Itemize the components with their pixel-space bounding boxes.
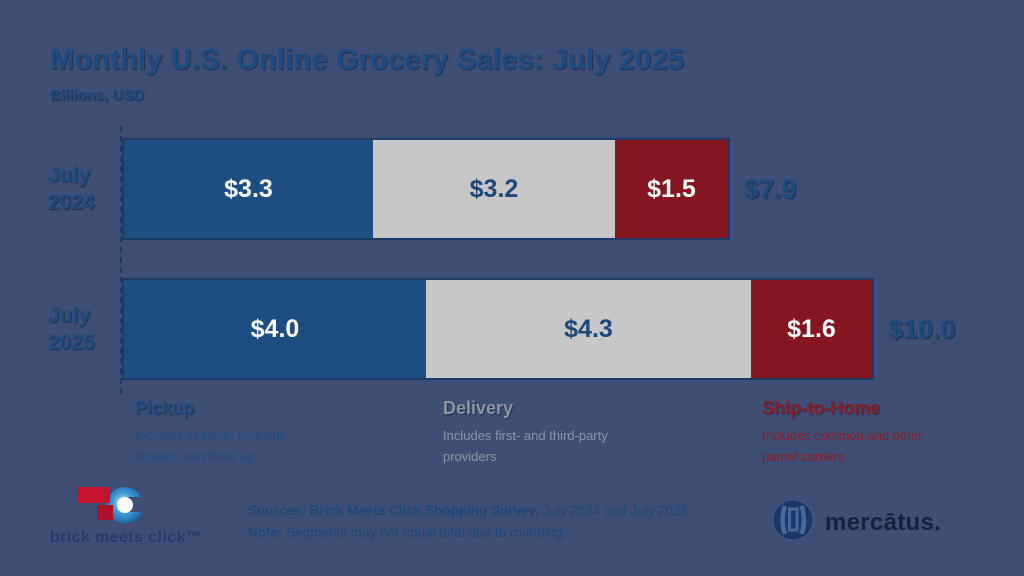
segment-delivery: $4.3 [426, 280, 751, 378]
segment-value: $3.2 [469, 174, 519, 203]
stacked-bar: $4.0 $4.3 $1.6 [122, 278, 874, 380]
legend-title: Pickup [135, 398, 195, 418]
legend-description: Includes first- and third-party provider… [443, 428, 608, 464]
legend-title: Delivery [443, 398, 514, 418]
segment-value: $4.0 [250, 314, 300, 343]
mercatus-logo: mercātus. [770, 497, 941, 548]
segment-value: $1.5 [647, 174, 696, 203]
legend-description: Includes common and other parcel carrier… [762, 428, 923, 464]
note-line: Note: Segments may not equal total due t… [248, 525, 567, 541]
segment-ship-to-home: $1.5 [615, 140, 728, 238]
chart-title: Monthly U.S. Online Grocery Sales: July … [50, 44, 685, 76]
bar-row-july-2024: July 2024 $3.3 $3.2 $1.5 $7.9 [0, 138, 1024, 240]
mercatus-icon [770, 497, 816, 548]
segment-pickup: $3.3 [124, 140, 373, 238]
segment-pickup: $4.0 [124, 280, 426, 378]
mercatus-wordmark: mercātus. [825, 508, 942, 536]
segment-delivery: $3.2 [373, 140, 615, 238]
brick-meets-click-wordmark: brick meets click™ [50, 529, 203, 546]
segment-ship-to-home: $1.6 [751, 280, 872, 378]
source-note: Sources: Brick Meets Click Shopping Surv… [248, 500, 692, 545]
legend-title: Ship-to-Home [762, 398, 880, 418]
legend-description: Includes in-store, curbside, lockers, an… [135, 428, 291, 464]
category-label: July 2024 [48, 164, 95, 214]
source-line: Sources: Brick Meets Click Shopping Surv… [248, 503, 692, 518]
stacked-bar: $3.3 $3.2 $1.5 [122, 138, 730, 240]
segment-value: $1.6 [787, 314, 836, 343]
chart-subtitle: Billions, USD [50, 87, 145, 104]
brick-meets-click-icon [76, 485, 186, 525]
axis-baseline [120, 126, 122, 394]
legend-pickup: Pickup Includes in-store, curbside, lock… [135, 398, 317, 468]
brick-meets-click-logo: brick meets click™ [50, 485, 240, 547]
legend-delivery: Delivery Includes first- and third-party… [443, 398, 625, 468]
total-value: $7.9 [744, 173, 797, 204]
bar-row-july-2025: July 2025 $4.0 $4.3 $1.6 $10.0 [0, 278, 1024, 380]
segment-value: $4.3 [564, 314, 613, 343]
segment-value: $3.3 [224, 174, 273, 203]
legend-ship-to-home: Ship-to-Home Includes common and other p… [762, 398, 944, 468]
total-value: $10.0 [888, 313, 956, 344]
category-label: July 2025 [48, 304, 95, 354]
